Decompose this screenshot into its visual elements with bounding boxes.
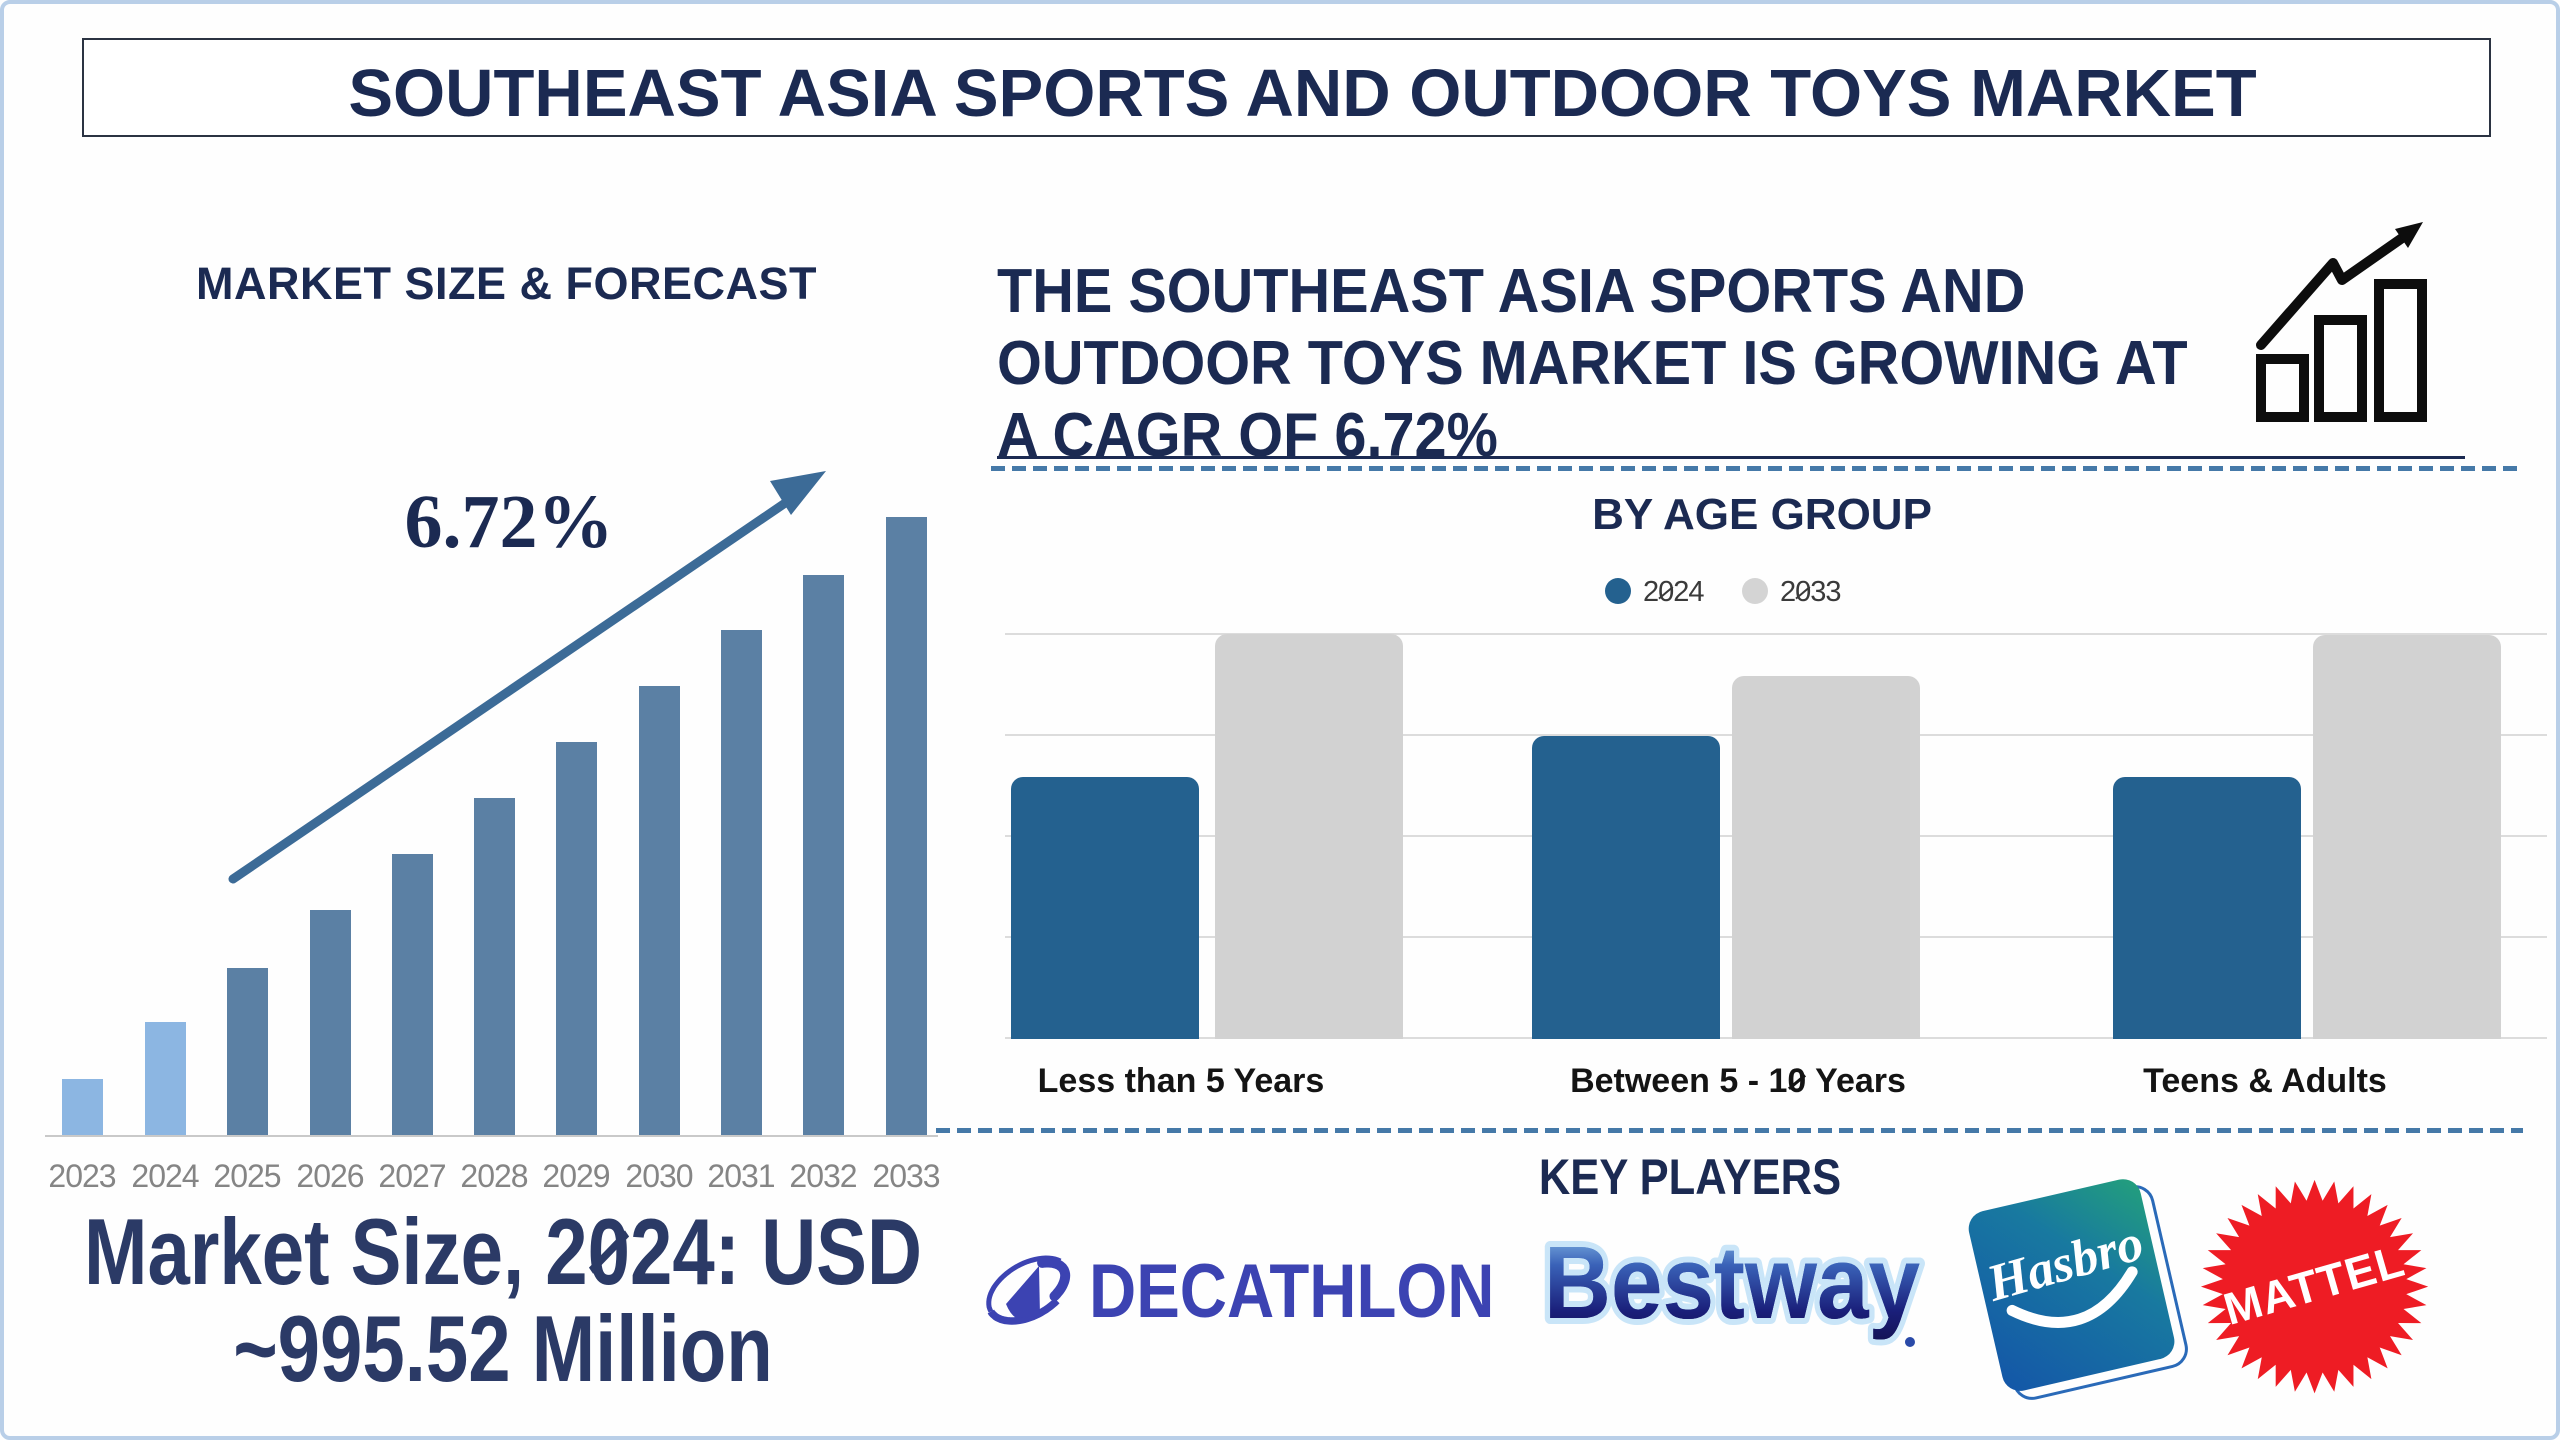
svg-text:Bestway: Bestway [1544, 1224, 1920, 1340]
svg-text:Bestway: Bestway [1544, 1224, 1920, 1340]
